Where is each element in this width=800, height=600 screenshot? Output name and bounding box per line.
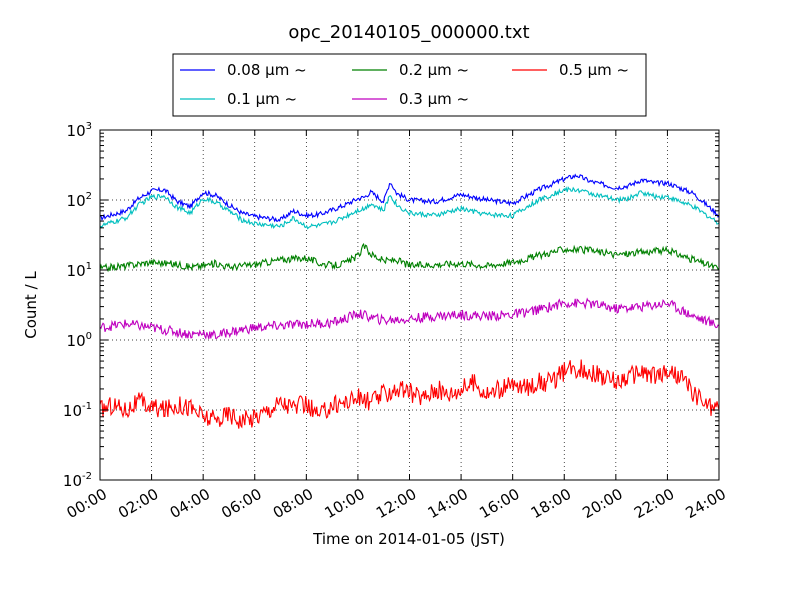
y-tick-label: 101 [67, 261, 92, 280]
y-tick-label: 10-1 [63, 401, 92, 420]
series-line-3 [99, 297, 720, 340]
y-tick-label: 102 [67, 191, 92, 210]
legend-label-4: 0.5 μm ~ [559, 61, 629, 79]
x-tick-label: 12:00 [373, 485, 419, 522]
legend-label-1: 0.1 μm ~ [227, 90, 297, 108]
series-line-2 [99, 242, 720, 273]
x-tick-label: 22:00 [631, 485, 677, 522]
x-tick-label: 02:00 [115, 485, 161, 522]
x-tick-label: 04:00 [167, 485, 213, 522]
y-tick-label: 103 [67, 121, 92, 140]
legend-label-0: 0.08 μm ~ [227, 61, 307, 79]
grid [100, 130, 719, 480]
chart-title: opc_20140105_000000.txt [288, 22, 529, 43]
x-tick-label: 10:00 [321, 485, 367, 522]
series-line-0 [99, 173, 720, 223]
x-tick-label: 14:00 [425, 485, 471, 522]
x-tick-label: 24:00 [683, 485, 729, 522]
plot-series [99, 173, 720, 429]
y-tick-labels: 10-2 10-1 100 101 102 103 [63, 121, 92, 490]
y-tick-label: 100 [67, 331, 92, 350]
y-tick-label: 10-2 [63, 471, 92, 490]
legend-label-2: 0.2 μm ~ [399, 61, 469, 79]
x-tick-label: 20:00 [579, 485, 625, 522]
x-tick-label: 08:00 [270, 485, 316, 522]
x-tick-label: 18:00 [528, 485, 574, 522]
legend: 0.08 μm ~ 0.1 μm ~ 0.2 μm ~ 0.3 μm ~ 0.5 μm … [172, 53, 647, 117]
x-tick-labels: 00:00 02:00 04:00 06:00 08:00 10:00 12:00 14:00… [64, 485, 729, 522]
series-line-1 [99, 186, 720, 230]
x-tick-label: 06:00 [218, 485, 264, 522]
x-axis-label: Time on 2014-01-05 (JST) [312, 530, 505, 548]
x-tick-label: 16:00 [476, 485, 522, 522]
ticks [99, 129, 720, 481]
x-tick-label: 00:00 [64, 485, 110, 522]
legend-label-3: 0.3 μm ~ [399, 90, 469, 108]
y-axis-label: Count / L [22, 271, 40, 339]
series-line-4 [99, 359, 720, 429]
legend-box [172, 53, 647, 117]
